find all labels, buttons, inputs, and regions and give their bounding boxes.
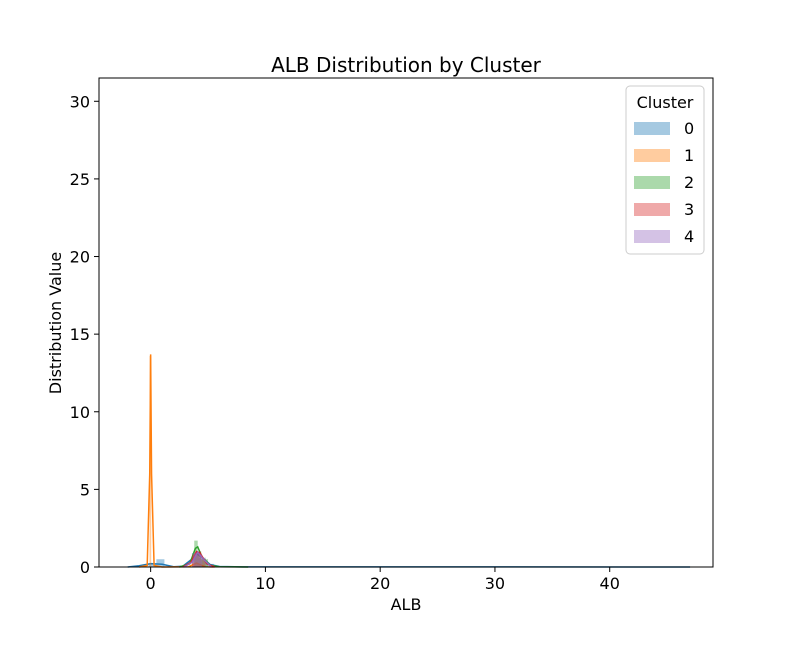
hist-bar-cluster-4-0 bbox=[193, 553, 198, 567]
y-axis: 0 5 10 15 20 25 30 bbox=[70, 92, 99, 577]
legend-label-1: 1 bbox=[684, 146, 694, 165]
legend: Cluster 0 1 2 3 4 bbox=[625, 85, 705, 255]
series-4 bbox=[183, 550, 212, 568]
x-tick-label: 30 bbox=[485, 574, 505, 593]
chart-title: ALB Distribution by Cluster bbox=[271, 53, 542, 77]
kde-line-cluster-1 bbox=[139, 354, 214, 568]
legend-swatch-0 bbox=[634, 122, 670, 135]
legend-label-0: 0 bbox=[684, 119, 694, 138]
legend-swatch-1 bbox=[634, 149, 670, 162]
y-axis-label: Distribution Value bbox=[46, 252, 65, 394]
legend-swatch-3 bbox=[634, 203, 670, 216]
plot-area bbox=[127, 354, 691, 568]
hist-bar-cluster-2-2 bbox=[201, 559, 209, 567]
hist-bar-cluster-2-1 bbox=[197, 551, 202, 567]
hist-bar-cluster-0-2 bbox=[191, 553, 199, 567]
hist-bar-cluster-3-2 bbox=[201, 559, 206, 567]
legend-label-2: 2 bbox=[684, 173, 694, 192]
series-0 bbox=[127, 552, 691, 568]
y-tick-label: 25 bbox=[70, 170, 90, 189]
series-1 bbox=[139, 354, 214, 568]
hist-bar-cluster-4-1 bbox=[197, 554, 203, 567]
legend-frame bbox=[625, 85, 705, 255]
hist-bar-cluster-0-0 bbox=[148, 563, 157, 567]
x-axis: 0 10 20 30 40 bbox=[146, 567, 620, 593]
y-tick-label: 0 bbox=[80, 558, 90, 577]
hist-bar-cluster-3-0 bbox=[191, 554, 197, 567]
legend-title: Cluster bbox=[637, 93, 694, 112]
hist-bar-cluster-0-1 bbox=[156, 559, 165, 567]
y-tick-label: 20 bbox=[70, 248, 90, 267]
y-tick-label: 15 bbox=[70, 325, 90, 344]
kde-line-cluster-4 bbox=[183, 550, 212, 568]
legend-label-4: 4 bbox=[684, 227, 694, 246]
y-tick-label: 30 bbox=[70, 92, 90, 111]
legend-swatch-2 bbox=[634, 176, 670, 189]
legend-label-3: 3 bbox=[684, 200, 694, 219]
hist-bar-cluster-3-1 bbox=[196, 551, 202, 567]
plot-frame bbox=[98, 77, 714, 568]
y-tick-label: 5 bbox=[80, 480, 90, 499]
hist-bar-cluster-1-1 bbox=[193, 563, 200, 567]
hist-bar-cluster-0-3 bbox=[198, 557, 206, 567]
x-tick-label: 0 bbox=[146, 574, 156, 593]
x-tick-label: 40 bbox=[600, 574, 620, 593]
x-axis-label: ALB bbox=[391, 595, 422, 614]
y-tick-label: 10 bbox=[70, 403, 90, 422]
x-tick-label: 20 bbox=[370, 574, 390, 593]
legend-swatch-4 bbox=[634, 230, 670, 243]
x-tick-label: 10 bbox=[255, 574, 275, 593]
